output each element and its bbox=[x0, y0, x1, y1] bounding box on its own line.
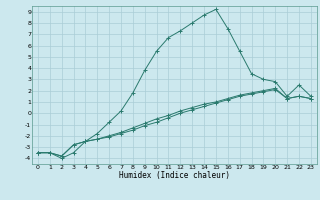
X-axis label: Humidex (Indice chaleur): Humidex (Indice chaleur) bbox=[119, 171, 230, 180]
